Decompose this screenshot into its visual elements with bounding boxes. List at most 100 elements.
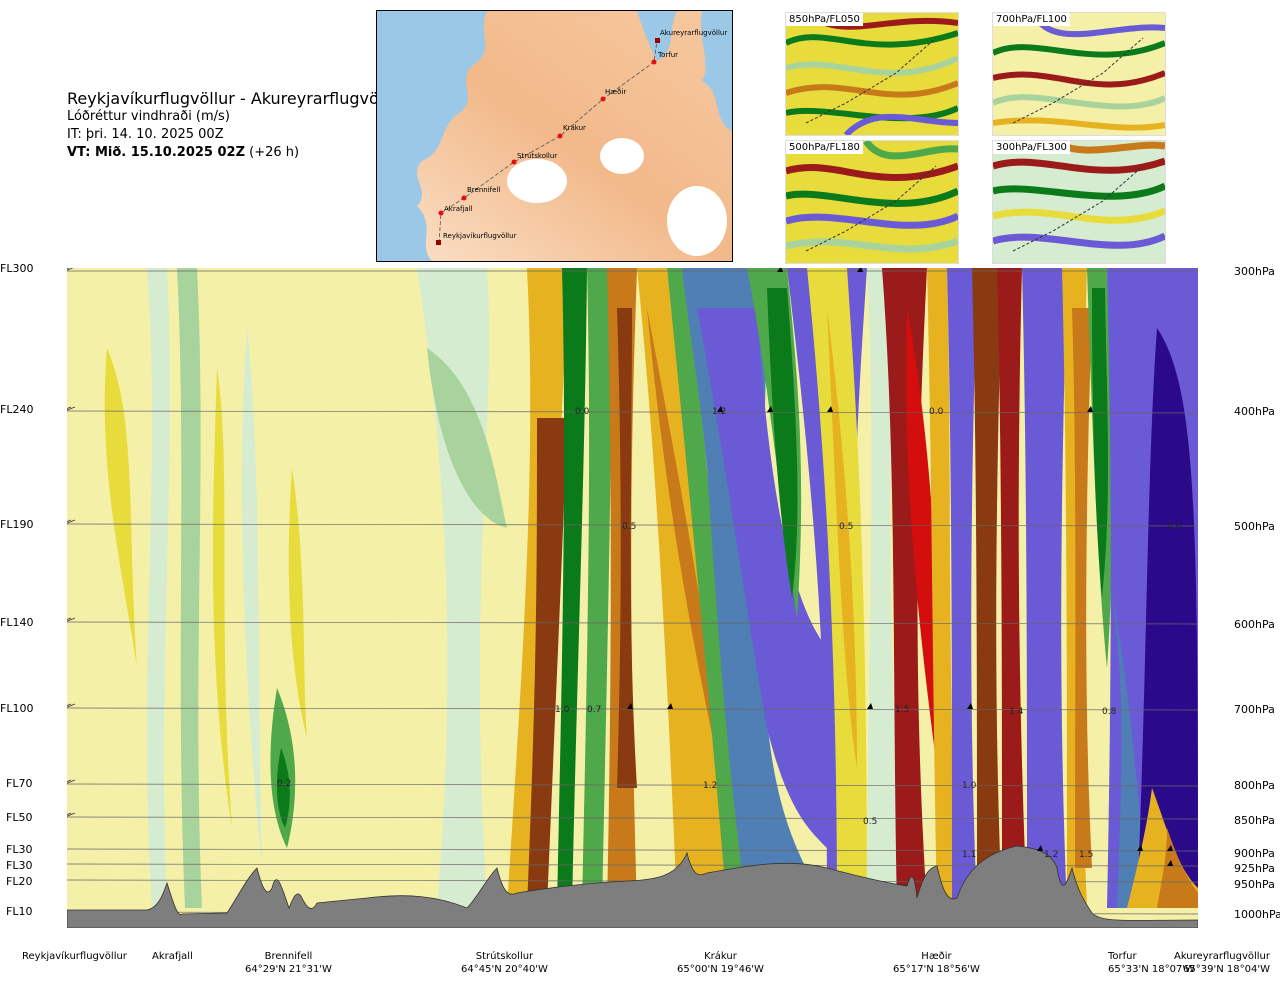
location-name: Strútskollur — [475, 951, 534, 962]
fl-label: FL190 — [0, 518, 34, 531]
map-label-krakur: Krákur — [563, 124, 586, 132]
contour-label: 0.6 — [1167, 522, 1182, 532]
cross-section-plot: 0.0 1.2 0.5 0.0 0.5 0.6 1.0 0.7 1.5 1.4 … — [67, 268, 1198, 928]
thumbnail-300hpa[interactable]: 300hPa/FL300 — [992, 140, 1166, 264]
thumbnail-850hpa[interactable]: 850hPa/FL050 — [785, 12, 959, 136]
location-name: Torfur — [1108, 951, 1137, 962]
wind-barbs — [67, 268, 76, 817]
contour-label: 1.2 — [703, 781, 717, 791]
map-label-reykjavik: Reykjavíkurflugvöllur — [443, 232, 517, 240]
wind-barb-flags — [627, 268, 1173, 866]
chart-subtitle: Lóðréttur vindhraði (m/s) — [67, 109, 230, 124]
location-name: Brennifell — [264, 951, 313, 962]
pressure-label: 600hPa — [1234, 618, 1275, 631]
route-map: Akureyrarflugvöllur Torfur Hæðir Krákur … — [376, 10, 733, 262]
route-map-svg — [377, 11, 732, 261]
chart-header: Reykjavíkurflugvöllur - Akureyrarflugvöl… — [67, 90, 404, 162]
contour-label: 0.8 — [1102, 707, 1117, 717]
valid-time-bold: VT: Mið. 15.10.2025 02Z — [67, 145, 246, 160]
contour-label: 1.2 — [712, 407, 726, 417]
location-name: Akureyrarflugvöllur — [1173, 951, 1270, 962]
thumbnail-700hpa[interactable]: 700hPa/FL100 — [992, 12, 1166, 136]
fl-label: FL30 — [6, 859, 33, 872]
pressure-label: 700hPa — [1234, 703, 1275, 716]
thumbnail-label: 300hPa/FL300 — [993, 141, 1070, 154]
pressure-label: 500hPa — [1234, 520, 1275, 533]
map-label-brennifell: Brennifell — [467, 186, 501, 194]
location-name: Krákur — [704, 951, 737, 962]
fl-label: FL70 — [6, 777, 33, 790]
fl-label: FL50 — [6, 811, 33, 824]
valid-time: VT: Mið. 15.10.2025 02Z (+26 h) — [67, 144, 404, 162]
fl-label: FL300 — [0, 262, 34, 275]
location-coord: 65°33'N 18°07'W — [1108, 964, 1195, 975]
contour-label: 0.7 — [587, 705, 601, 715]
pressure-label: 400hPa — [1234, 405, 1275, 418]
thumbnail-500hpa[interactable]: 500hPa/FL180 — [785, 140, 959, 264]
pressure-label: 950hPa — [1234, 878, 1275, 891]
pressure-label: 300hPa — [1234, 265, 1275, 278]
location-coord: 65°17'N 18°56'W — [893, 964, 980, 975]
map-label-strutskollur: Strútskollur — [517, 152, 558, 160]
location-coord: 65°39'N 18°04'W — [1183, 964, 1270, 975]
map-label-akureyri: Akureyrarflugvöllur — [660, 29, 728, 37]
location-label: Brennifell 64°29'N 21°31'W — [245, 950, 332, 976]
fl-label: FL140 — [0, 616, 34, 629]
contour-label: 0.5 — [863, 817, 877, 827]
contour-label: 0.5 — [622, 522, 636, 532]
issue-time: IT: þri. 14. 10. 2025 00Z — [67, 127, 224, 142]
thumbnail-500hpa-image — [786, 141, 958, 263]
chart-title: Reykjavíkurflugvöllur - Akureyrarflugvöl… — [67, 89, 405, 108]
pressure-label: 1000hPa — [1234, 908, 1280, 921]
thumbnail-label: 700hPa/FL100 — [993, 13, 1070, 26]
fl-label: FL240 — [0, 403, 34, 416]
location-label: Torfur 65°33'N 18°07'W — [1108, 950, 1195, 976]
terrain-profile — [67, 845, 1198, 928]
location-label: Akrafjall — [152, 950, 193, 963]
thumbnail-label: 850hPa/FL050 — [786, 13, 863, 26]
location-label: Strútskollur 64°45'N 20°40'W — [461, 950, 548, 976]
contour-label: 0.0 — [575, 407, 590, 417]
thumbnail-300hpa-image — [993, 141, 1165, 263]
fl-label: FL20 — [6, 875, 33, 888]
location-name: Reykjavíkurflugvöllur — [22, 951, 127, 962]
location-coord: 64°45'N 20°40'W — [461, 964, 548, 975]
pressure-label: 850hPa — [1234, 814, 1275, 827]
contour-label: 0.0 — [929, 407, 944, 417]
fl-label: FL10 — [6, 905, 33, 918]
field-left — [67, 268, 540, 908]
field-middle — [507, 268, 747, 908]
location-label: Reykjavíkurflugvöllur — [22, 950, 127, 963]
location-label: Akureyrarflugvöllur 65°39'N 18°04'W — [1174, 950, 1270, 976]
location-label: Krákur 65°00'N 19°46'W — [677, 950, 764, 976]
thumbnail-700hpa-image — [993, 13, 1165, 135]
valid-time-suffix: (+26 h) — [245, 145, 300, 160]
contour-label: 1.2 — [1044, 850, 1058, 860]
contour-label: 1.4 — [1009, 707, 1024, 717]
location-coord: 64°29'N 21°31'W — [245, 964, 332, 975]
contour-label: 0.5 — [839, 522, 853, 532]
contour-label: 1.0 — [555, 705, 570, 715]
cross-section-svg: 0.0 1.2 0.5 0.0 0.5 0.6 1.0 0.7 1.5 1.4 … — [67, 268, 1198, 928]
pressure-label: 900hPa — [1234, 847, 1275, 860]
location-label: Hæðir 65°17'N 18°56'W — [893, 950, 980, 976]
location-name: Hæðir — [921, 951, 952, 962]
field-blue — [682, 268, 1198, 908]
contour-label: 1.0 — [962, 781, 977, 791]
contour-label: 1.1 — [962, 850, 976, 860]
map-label-haedir: Hæðir — [605, 88, 627, 96]
pressure-label: 800hPa — [1234, 779, 1275, 792]
map-label-akrafjall: Akrafjall — [444, 205, 473, 213]
contour-labels: 0.0 1.2 0.5 0.0 0.5 0.6 1.0 0.7 1.5 1.4 … — [277, 407, 1182, 860]
thumbnail-850hpa-image — [786, 13, 958, 135]
contour-label: 1.5 — [1079, 850, 1093, 860]
fl-label: FL30 — [6, 843, 33, 856]
contour-label: 0.2 — [277, 779, 291, 789]
contour-label: 1.5 — [895, 705, 909, 715]
map-label-torfur: Torfur — [658, 51, 679, 59]
thumbnail-label: 500hPa/FL180 — [786, 141, 863, 154]
location-coord: 65°00'N 19°46'W — [677, 964, 764, 975]
pressure-label: 925hPa — [1234, 862, 1275, 875]
location-name: Akrafjall — [152, 951, 193, 962]
fl-label: FL100 — [0, 702, 34, 715]
